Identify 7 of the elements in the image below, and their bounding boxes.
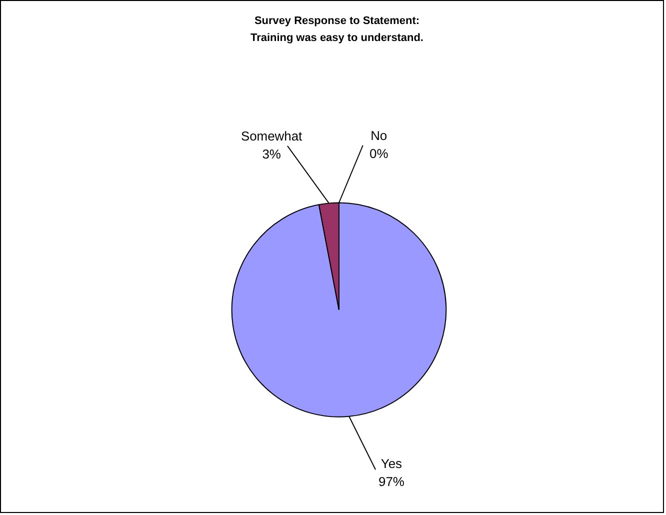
text: 0% xyxy=(370,146,388,161)
category-label: No xyxy=(370,128,388,143)
slice-label: Somewhat xyxy=(240,128,303,144)
data-label: 3% xyxy=(262,146,282,162)
slice-label: Yes xyxy=(380,456,402,472)
chart-title: Survey Response to Statement: Training was easy to understand. xyxy=(250,14,424,44)
data-label: 97% xyxy=(378,474,405,490)
